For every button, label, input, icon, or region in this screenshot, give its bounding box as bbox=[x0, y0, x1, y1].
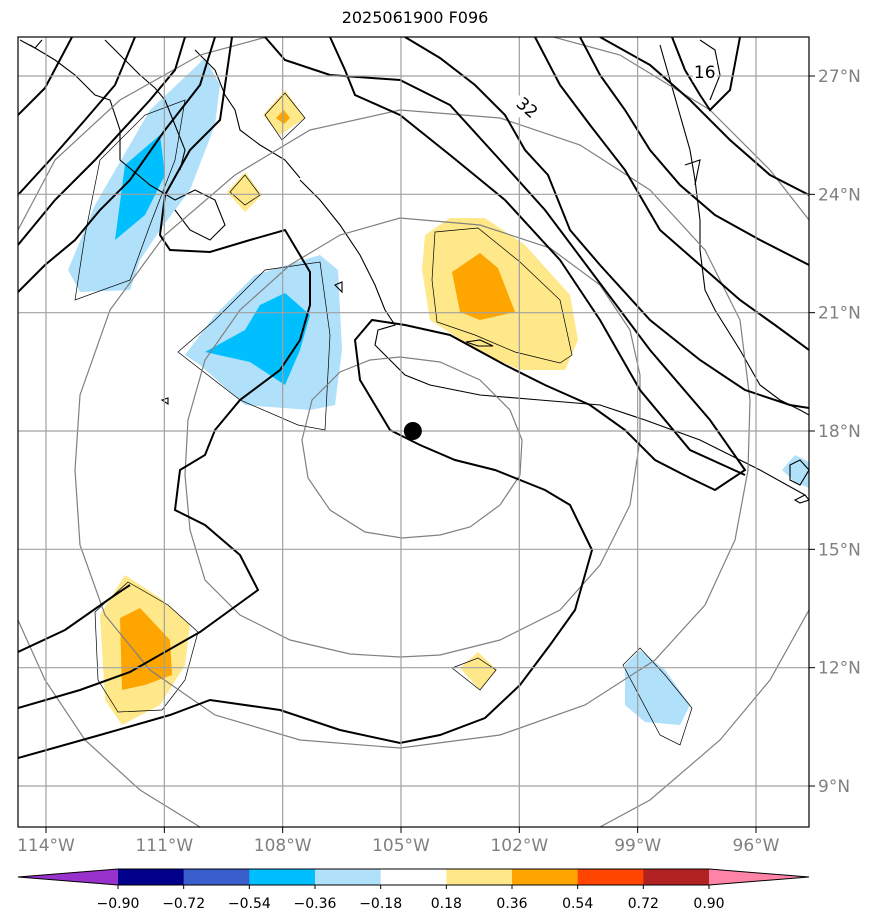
lat-tick-label: 9°N bbox=[818, 777, 850, 797]
coastline bbox=[19, 39, 226, 241]
range-ring bbox=[301, 356, 523, 539]
negative-anomaly-region bbox=[115, 135, 165, 240]
coastline bbox=[160, 397, 169, 406]
colorbar-segment bbox=[249, 869, 316, 885]
map-frame bbox=[17, 36, 810, 828]
contour-label-background bbox=[515, 95, 540, 118]
geopotential-contour bbox=[18, 37, 747, 759]
lon-tick-label: 96°W bbox=[733, 836, 780, 856]
coastline bbox=[684, 39, 721, 186]
colorbar: −0.90 −0.72 −0.54 −0.36 −0.18 0.18 0.36 0.54 0.7… bbox=[17, 868, 810, 912]
thin-contour bbox=[264, 92, 306, 141]
lon-tick-label: 99°W bbox=[614, 836, 661, 856]
colorbar-tick-label: 0.36 bbox=[496, 896, 527, 912]
contour-label: 16 bbox=[694, 63, 716, 83]
lat-tick-label: 18°N bbox=[818, 422, 861, 442]
thin-contour bbox=[74, 99, 186, 301]
colorbar-tick-label: −0.72 bbox=[162, 896, 205, 912]
colorbar-segment bbox=[512, 869, 579, 885]
thin-contour bbox=[229, 174, 261, 206]
shaded-field bbox=[68, 58, 809, 725]
geopotential-contour bbox=[18, 37, 136, 196]
positive-anomaly-region bbox=[227, 172, 262, 212]
lat-tick-label: 12°N bbox=[818, 659, 861, 679]
positive-anomaly-region bbox=[460, 652, 497, 690]
range-ring bbox=[74, 109, 751, 749]
coastline bbox=[793, 494, 809, 504]
map-title: 2025061900 F096 bbox=[341, 8, 489, 27]
colorbar-tick-label: 0.90 bbox=[693, 896, 724, 912]
range-ring bbox=[551, 37, 809, 221]
thin-contour bbox=[431, 227, 573, 364]
geopotential-contour bbox=[579, 37, 809, 266]
geopotential-contours bbox=[18, 37, 809, 759]
thin-contour bbox=[451, 657, 497, 691]
coastline bbox=[104, 39, 186, 171]
colorbar-extension-high bbox=[709, 869, 809, 885]
colorbar-tick-label: −0.54 bbox=[228, 896, 271, 912]
colorbar-segment bbox=[118, 869, 185, 885]
geopotential-contour bbox=[18, 37, 216, 293]
coastline bbox=[334, 281, 343, 294]
geopotential-contour bbox=[599, 37, 809, 196]
geopotential-contour bbox=[329, 37, 746, 476]
coastline bbox=[465, 339, 494, 347]
colorbar-segment bbox=[643, 869, 710, 885]
coastlines bbox=[19, 39, 809, 504]
geopotential-contour bbox=[534, 37, 809, 351]
positive-anomaly-region bbox=[452, 253, 515, 320]
geopotential-contour bbox=[18, 37, 186, 246]
lon-tick-label: 105°W bbox=[372, 836, 430, 856]
coastline bbox=[299, 179, 806, 496]
thin-contour bbox=[622, 647, 693, 746]
coastline bbox=[194, 49, 301, 179]
colorbar-segment bbox=[446, 869, 513, 885]
colorbar-tick-label: −0.90 bbox=[97, 896, 140, 912]
colorbar-segment bbox=[577, 869, 644, 885]
lat-tick-label: 15°N bbox=[818, 540, 861, 560]
range-ring bbox=[18, 37, 269, 231]
lon-tick-label: 111°W bbox=[135, 836, 193, 856]
colorbar-tick-label: 0.54 bbox=[562, 896, 593, 912]
coastline bbox=[659, 44, 809, 416]
geopotential-contour bbox=[404, 37, 809, 409]
lat-tick-label: 27°N bbox=[818, 67, 861, 87]
range-ring bbox=[599, 609, 809, 827]
lon-tick-label: 108°W bbox=[254, 836, 312, 856]
lon-tick-label: 114°W bbox=[17, 836, 75, 856]
geopotential-contour bbox=[671, 37, 741, 112]
colorbar-tick-label: 0.18 bbox=[431, 896, 462, 912]
geopotential-contour bbox=[18, 37, 73, 116]
colorbar-tick-label: −0.18 bbox=[359, 896, 402, 912]
lat-tick-label: 24°N bbox=[818, 185, 861, 205]
thin-contour bbox=[94, 581, 199, 713]
axis-tick-labels: 114°W 111°W 108°W 105°W 102°W 99°W 96°W 27°N 24°… bbox=[17, 67, 861, 856]
colorbar-segment bbox=[380, 869, 447, 885]
lat-tick-label: 21°N bbox=[818, 304, 861, 324]
lon-tick-label: 102°W bbox=[490, 836, 548, 856]
coastline bbox=[789, 459, 809, 486]
colorbar-segment bbox=[183, 869, 250, 885]
graticule bbox=[18, 37, 815, 833]
colorbar-tick-label: −0.36 bbox=[294, 896, 337, 912]
center-marker bbox=[403, 422, 422, 440]
colorbar-segment bbox=[315, 869, 382, 885]
thin-contour bbox=[177, 261, 331, 431]
range-ring bbox=[184, 217, 641, 658]
geopotential-contour bbox=[18, 584, 131, 653]
negative-anomaly-region bbox=[205, 293, 310, 385]
range-rings bbox=[18, 37, 809, 827]
thin-contours bbox=[74, 92, 693, 746]
contour-label-background bbox=[692, 60, 717, 83]
geopotential-contour bbox=[18, 37, 311, 709]
colorbar-tick-label: 0.72 bbox=[628, 896, 659, 912]
colorbar-extension-low bbox=[18, 869, 118, 885]
